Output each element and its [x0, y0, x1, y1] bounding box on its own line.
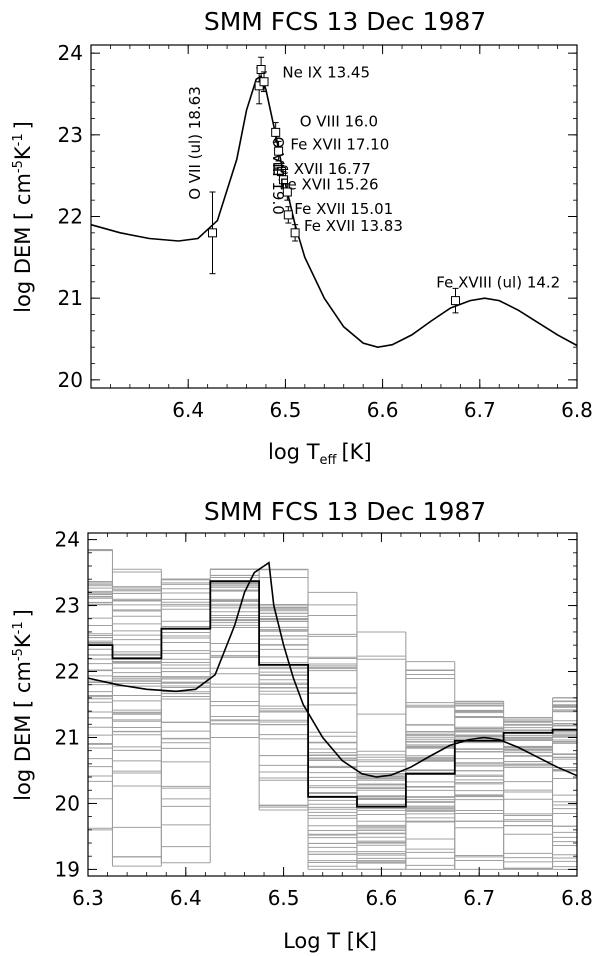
top-x-tick-label: 6.7 — [464, 398, 496, 422]
bottom-y-axis-label-exp2: -1 — [11, 621, 26, 634]
bottom-y-axis-label-main: log DEM [ cm — [11, 661, 35, 801]
bottom-y-tick-label: 20 — [55, 791, 80, 815]
data-point — [271, 122, 281, 143]
line-annotation: Fe XVII 15.01 — [294, 200, 393, 218]
data-point-marker — [256, 65, 266, 74]
top-y-axis-label-end: ] — [11, 121, 35, 129]
top-x-tick-label: 6.8 — [561, 398, 593, 422]
bottom-x-axis-label: Log T [K] — [283, 929, 377, 953]
bottom-dem-curve — [87, 561, 578, 778]
top-y-tick-label: 20 — [58, 368, 83, 392]
bottom-dem-curve-layer — [87, 561, 578, 778]
bottom-chart-title: SMM FCS 13 Dec 1987 — [204, 497, 486, 526]
top-dem-curve-layer — [90, 74, 578, 349]
data-point-marker — [451, 296, 460, 306]
data-point-marker — [283, 210, 293, 220]
bottom-y-axis-label: log DEM [ cm-5K-1] — [11, 609, 35, 801]
top-chart: SMM FCS 13 Dec 1987 Ne IX 13.45 O VIII 16… — [11, 7, 593, 468]
mc-bin-group — [307, 591, 358, 870]
bottom-x-tick-label: 6.4 — [170, 886, 202, 910]
data-point-marker — [282, 187, 292, 197]
bottom-best-fit-step-layer — [88, 580, 577, 808]
line-annotation: Fe XVII 16.77 — [272, 160, 371, 178]
best-fit-step — [88, 580, 577, 808]
line-annotation: O VIII 19.0 — [269, 137, 287, 215]
top-x-axis-label-main: log T — [268, 440, 320, 464]
bottom-y-tick-label: 24 — [55, 528, 80, 552]
mc-bin-group — [258, 568, 309, 811]
mc-bin-group — [111, 568, 162, 867]
data-point-marker — [278, 175, 288, 185]
top-x-axis-label-unit: [K] — [341, 440, 371, 464]
top-y-axis-label-k: K — [11, 145, 35, 160]
bottom-x-tick-label: 6.7 — [463, 886, 495, 910]
data-point-marker — [271, 127, 281, 137]
bottom-y-tick-label: 19 — [55, 857, 80, 881]
top-y-axis-label: log DEM [ cm-5K-1] — [11, 121, 35, 313]
data-point — [283, 206, 293, 224]
line-annotation: Fe XVIII (ul) 14.2 — [436, 274, 560, 292]
top-y-axis-label-exp1: -5 — [11, 160, 26, 173]
line-annotation: O VII (ul) 18.63 — [186, 86, 204, 200]
mc-bin-group — [503, 717, 554, 870]
bottom-axis-ticks: 6.3 6.4 6.5 6.6 6.7 6.8 19 20 21 22 23 24 — [55, 528, 593, 910]
bottom-y-tick-label: 23 — [55, 594, 80, 618]
top-x-tick-label: 6.6 — [367, 398, 399, 422]
mc-bin-group — [356, 631, 407, 870]
mc-bin-group — [552, 697, 578, 870]
bottom-y-tick-label: 21 — [55, 725, 80, 749]
data-point — [451, 287, 460, 314]
top-dem-curve — [90, 74, 578, 349]
top-y-axis-label-main: log DEM [ cm — [11, 173, 35, 313]
data-point — [208, 191, 217, 275]
line-annotation: O VIII 16.0 — [300, 113, 378, 131]
data-point-marker — [290, 228, 300, 238]
top-y-tick-label: 23 — [58, 123, 83, 147]
data-point-marker — [208, 228, 217, 238]
mc-bin-group — [87, 548, 113, 831]
bottom-chart: SMM FCS 13 Dec 1987 6.3 6.4 6.5 6.6 6.7 6.8 19… — [11, 497, 593, 953]
bottom-y-tick-label: 22 — [55, 660, 80, 684]
data-point — [290, 224, 300, 242]
top-x-tick-label: 6.5 — [269, 398, 301, 422]
bottom-monte-carlo-solutions — [87, 548, 578, 870]
bottom-plot-frame — [87, 532, 578, 877]
top-x-tick-label: 6.4 — [172, 398, 204, 422]
top-y-tick-label: 24 — [58, 41, 83, 65]
top-y-tick-label: 21 — [58, 286, 83, 310]
line-annotation: Fe XVII 15.26 — [280, 176, 379, 194]
top-axis-ticks: 6.4 6.5 6.6 6.7 6.8 20 21 22 23 24 — [58, 41, 593, 422]
line-annotation: Fe XVII 17.10 — [290, 136, 389, 154]
bottom-x-tick-label: 6.5 — [268, 886, 300, 910]
top-chart-title: SMM FCS 13 Dec 1987 — [204, 7, 486, 36]
bottom-x-tick-label: 6.3 — [72, 886, 104, 910]
mc-bin-group — [160, 578, 211, 864]
line-annotation: Fe XVII 13.83 — [304, 217, 403, 235]
top-y-tick-label: 22 — [58, 205, 83, 229]
bottom-y-axis-label-end: ] — [11, 609, 35, 617]
top-x-axis-label: log Teff [K] — [268, 440, 372, 468]
top-data-points-layer — [208, 56, 460, 314]
bottom-x-tick-label: 6.8 — [561, 886, 593, 910]
mc-bin-group — [454, 700, 505, 870]
bottom-x-tick-label: 6.6 — [365, 886, 397, 910]
data-point — [282, 183, 292, 201]
line-annotation: Ne IX 13.45 — [282, 64, 370, 82]
data-point-marker — [274, 146, 284, 156]
bottom-y-axis-label-k: K — [11, 633, 35, 648]
top-x-axis-label-sub: eff — [320, 453, 338, 468]
data-point-marker — [259, 77, 269, 87]
mc-bin-group — [209, 568, 260, 738]
top-y-axis-label-exp2: -1 — [11, 133, 26, 146]
top-line-annotations: Ne IX 13.45 O VIII 16.0 Fe XVII 17.10 Fe XV… — [186, 64, 560, 292]
data-point — [274, 140, 284, 162]
bottom-y-axis-label-exp1: -5 — [11, 648, 26, 661]
data-point — [259, 71, 269, 93]
